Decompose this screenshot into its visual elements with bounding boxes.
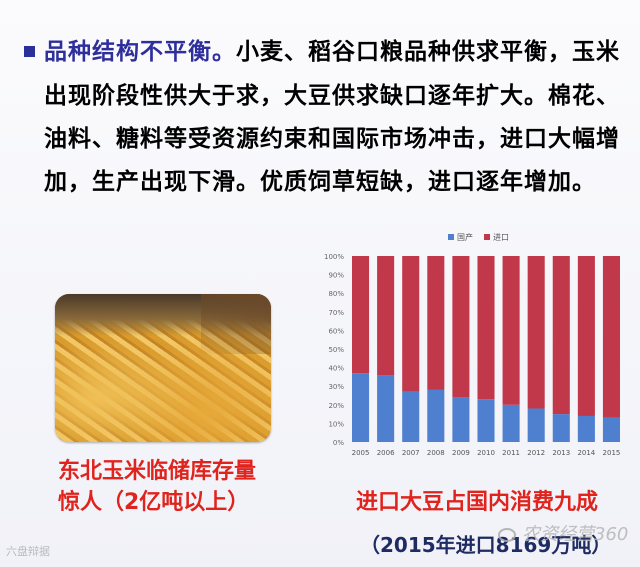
- photo-shed-wall: [201, 294, 271, 354]
- paragraph: 品种结构不平衡。小麦、稻谷口粮品种供求平衡，玉米出现阶段性供大于求，大豆供求缺口…: [44, 30, 630, 203]
- y-tick-label: 100%: [324, 253, 344, 261]
- bar-domestic: [427, 389, 445, 442]
- x-tick-label: 2012: [527, 449, 545, 457]
- bar-import: [577, 256, 595, 416]
- bar-domestic: [377, 375, 395, 442]
- y-tick-label: 30%: [328, 383, 344, 391]
- photo-caption-line2: 惊人（2亿吨以上）: [58, 490, 250, 515]
- watermark-right-text: 农资经营360: [522, 524, 629, 545]
- watermark-right: 农资经营360: [498, 520, 628, 546]
- watermark-left: 六盘辩据: [6, 545, 50, 558]
- bar-import: [527, 256, 545, 409]
- bar-import: [352, 256, 370, 374]
- chat-bubble-icon: [498, 528, 516, 542]
- bar-domestic: [402, 391, 420, 442]
- legend-swatch: [484, 234, 490, 240]
- photo-caption-line1: 东北玉米临储库存量: [58, 459, 257, 484]
- y-tick-label: 50%: [328, 346, 344, 354]
- bullet-square-icon: [24, 46, 35, 57]
- chart-caption-line2: （2015年进口8169万吨）: [360, 533, 612, 557]
- bar-import: [552, 256, 570, 415]
- photo-caption: 东北玉米临储库存量 惊人（2亿吨以上）: [58, 456, 288, 518]
- bar-domestic: [527, 408, 545, 442]
- chart-x-axis: 2005 2006 2007 2008 2009 2010 2011 2012 2013 2014…: [352, 449, 621, 457]
- y-tick-label: 70%: [328, 309, 344, 317]
- bar-domestic: [577, 415, 595, 442]
- x-tick-label: 2013: [552, 449, 570, 457]
- x-tick-label: 2006: [377, 449, 395, 457]
- x-tick-label: 2008: [427, 449, 445, 457]
- x-tick-label: 2010: [477, 449, 495, 457]
- y-tick-label: 40%: [328, 365, 344, 373]
- x-tick-label: 2005: [352, 449, 370, 457]
- bar-domestic: [477, 399, 495, 442]
- bar-import: [402, 256, 420, 392]
- x-tick-label: 2011: [502, 449, 520, 457]
- y-tick-label: 80%: [328, 290, 344, 298]
- bar-import: [452, 256, 470, 398]
- y-tick-label: 10%: [328, 420, 344, 428]
- bar-domestic: [352, 373, 370, 442]
- bar-domestic: [452, 397, 470, 442]
- legend-swatch: [448, 234, 454, 240]
- bar-domestic: [552, 414, 570, 442]
- legend-label: 进口: [493, 233, 509, 242]
- x-tick-label: 2015: [603, 449, 621, 457]
- chart-legend: 国产 进口: [448, 232, 509, 242]
- bar-import: [502, 256, 520, 405]
- x-tick-label: 2007: [402, 449, 420, 457]
- y-tick-label: 0%: [333, 439, 344, 447]
- bar-domestic: [502, 404, 520, 442]
- bar-import: [377, 256, 395, 376]
- legend-label: 国产: [457, 232, 473, 242]
- y-tick-label: 90%: [328, 272, 344, 280]
- paragraph-heading: 品种结构不平衡。: [44, 39, 236, 65]
- paragraph-body: 小麦、稻谷口粮品种供求平衡，玉米出现阶段性供大于求，大豆供求缺口逐年扩大。棉花、…: [44, 38, 620, 195]
- y-tick-label: 20%: [328, 402, 344, 410]
- x-tick-label: 2014: [577, 449, 595, 457]
- chart-y-axis: 0% 10% 20% 30% 40% 50% 60% 70% 80% 90% 100%: [324, 253, 344, 447]
- y-tick-label: 60%: [328, 327, 344, 335]
- bar-import: [427, 256, 445, 390]
- chart-bars: [352, 256, 620, 442]
- chart-caption-line1: 进口大豆占国内消费九成: [356, 490, 599, 515]
- bar-import: [477, 256, 495, 400]
- corn-storage-photo: [55, 294, 271, 442]
- soybean-share-chart: 国产 进口 0% 10% 20% 30% 40% 50% 60% 70% 80% 90% 100% 2…: [324, 232, 621, 457]
- x-tick-label: 2009: [452, 449, 470, 457]
- bar-import: [602, 256, 620, 418]
- bar-domestic: [602, 417, 620, 442]
